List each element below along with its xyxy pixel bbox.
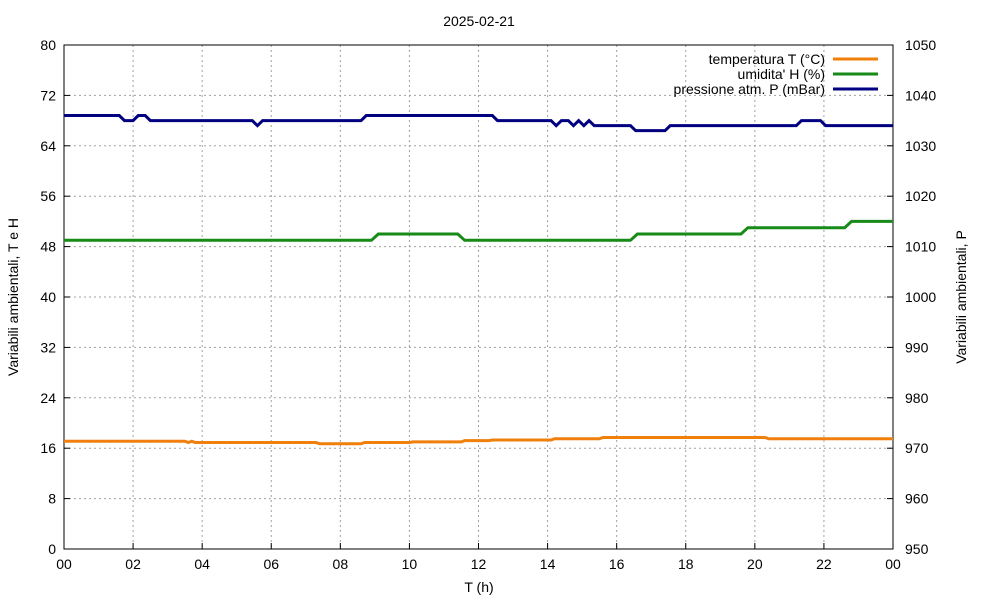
x-tick-label: 18 xyxy=(678,556,694,572)
y2-tick-label: 1040 xyxy=(905,87,936,103)
y2-tick-label: 1030 xyxy=(905,138,936,154)
y-tick-label: 24 xyxy=(40,390,56,406)
y-axis-label: Variabili ambientali, T e H xyxy=(5,218,21,376)
y2-tick-label: 1020 xyxy=(905,188,936,204)
x-tick-label: 06 xyxy=(263,556,279,572)
y2-tick-label: 970 xyxy=(905,440,929,456)
x-tick-label: 10 xyxy=(402,556,418,572)
chart-title: 2025-02-21 xyxy=(443,13,515,29)
x-tick-label: 08 xyxy=(333,556,349,572)
y2-tick-label: 1050 xyxy=(905,37,936,53)
series-line xyxy=(64,435,893,446)
x-tick-label: 00 xyxy=(885,556,901,572)
x-tick-label: 04 xyxy=(194,556,210,572)
y-tick-label: 32 xyxy=(40,339,56,355)
y2-tick-label: 980 xyxy=(905,390,929,406)
y2-tick-label: 1010 xyxy=(905,239,936,255)
x-tick-label: 14 xyxy=(540,556,556,572)
y-tick-label: 64 xyxy=(40,138,56,154)
x-tick-label: 12 xyxy=(471,556,487,572)
y2-tick-label: 990 xyxy=(905,339,929,355)
x-tick-label: 02 xyxy=(125,556,141,572)
legend-label: umidita' H (%) xyxy=(738,66,825,82)
plot-frame xyxy=(63,44,894,550)
y-tick-label: 72 xyxy=(40,87,56,103)
y2-tick-label: 950 xyxy=(905,541,929,557)
x-tick-label: 22 xyxy=(816,556,832,572)
legend-label: temperatura T (°C) xyxy=(709,51,825,67)
y-tick-label: 16 xyxy=(40,440,56,456)
y2-tick-label: 1000 xyxy=(905,289,936,305)
y-tick-label: 8 xyxy=(48,491,56,507)
legend-label: pressione atm. P (mBar) xyxy=(674,81,825,97)
y-tick-label: 56 xyxy=(40,188,56,204)
y-tick-label: 80 xyxy=(40,37,56,53)
y2-axis-label: Variabili ambientali, P xyxy=(953,230,969,364)
series-line xyxy=(64,219,893,242)
x-axis-label: T (h) xyxy=(464,579,493,595)
y-tick-label: 40 xyxy=(40,289,56,305)
x-tick-label: 20 xyxy=(747,556,763,572)
y-tick-label: 48 xyxy=(40,239,56,255)
x-tick-label: 16 xyxy=(609,556,625,572)
y2-tick-label: 960 xyxy=(905,491,929,507)
series-line xyxy=(64,114,893,133)
y-tick-label: 0 xyxy=(48,541,56,557)
x-tick-label: 00 xyxy=(56,556,72,572)
